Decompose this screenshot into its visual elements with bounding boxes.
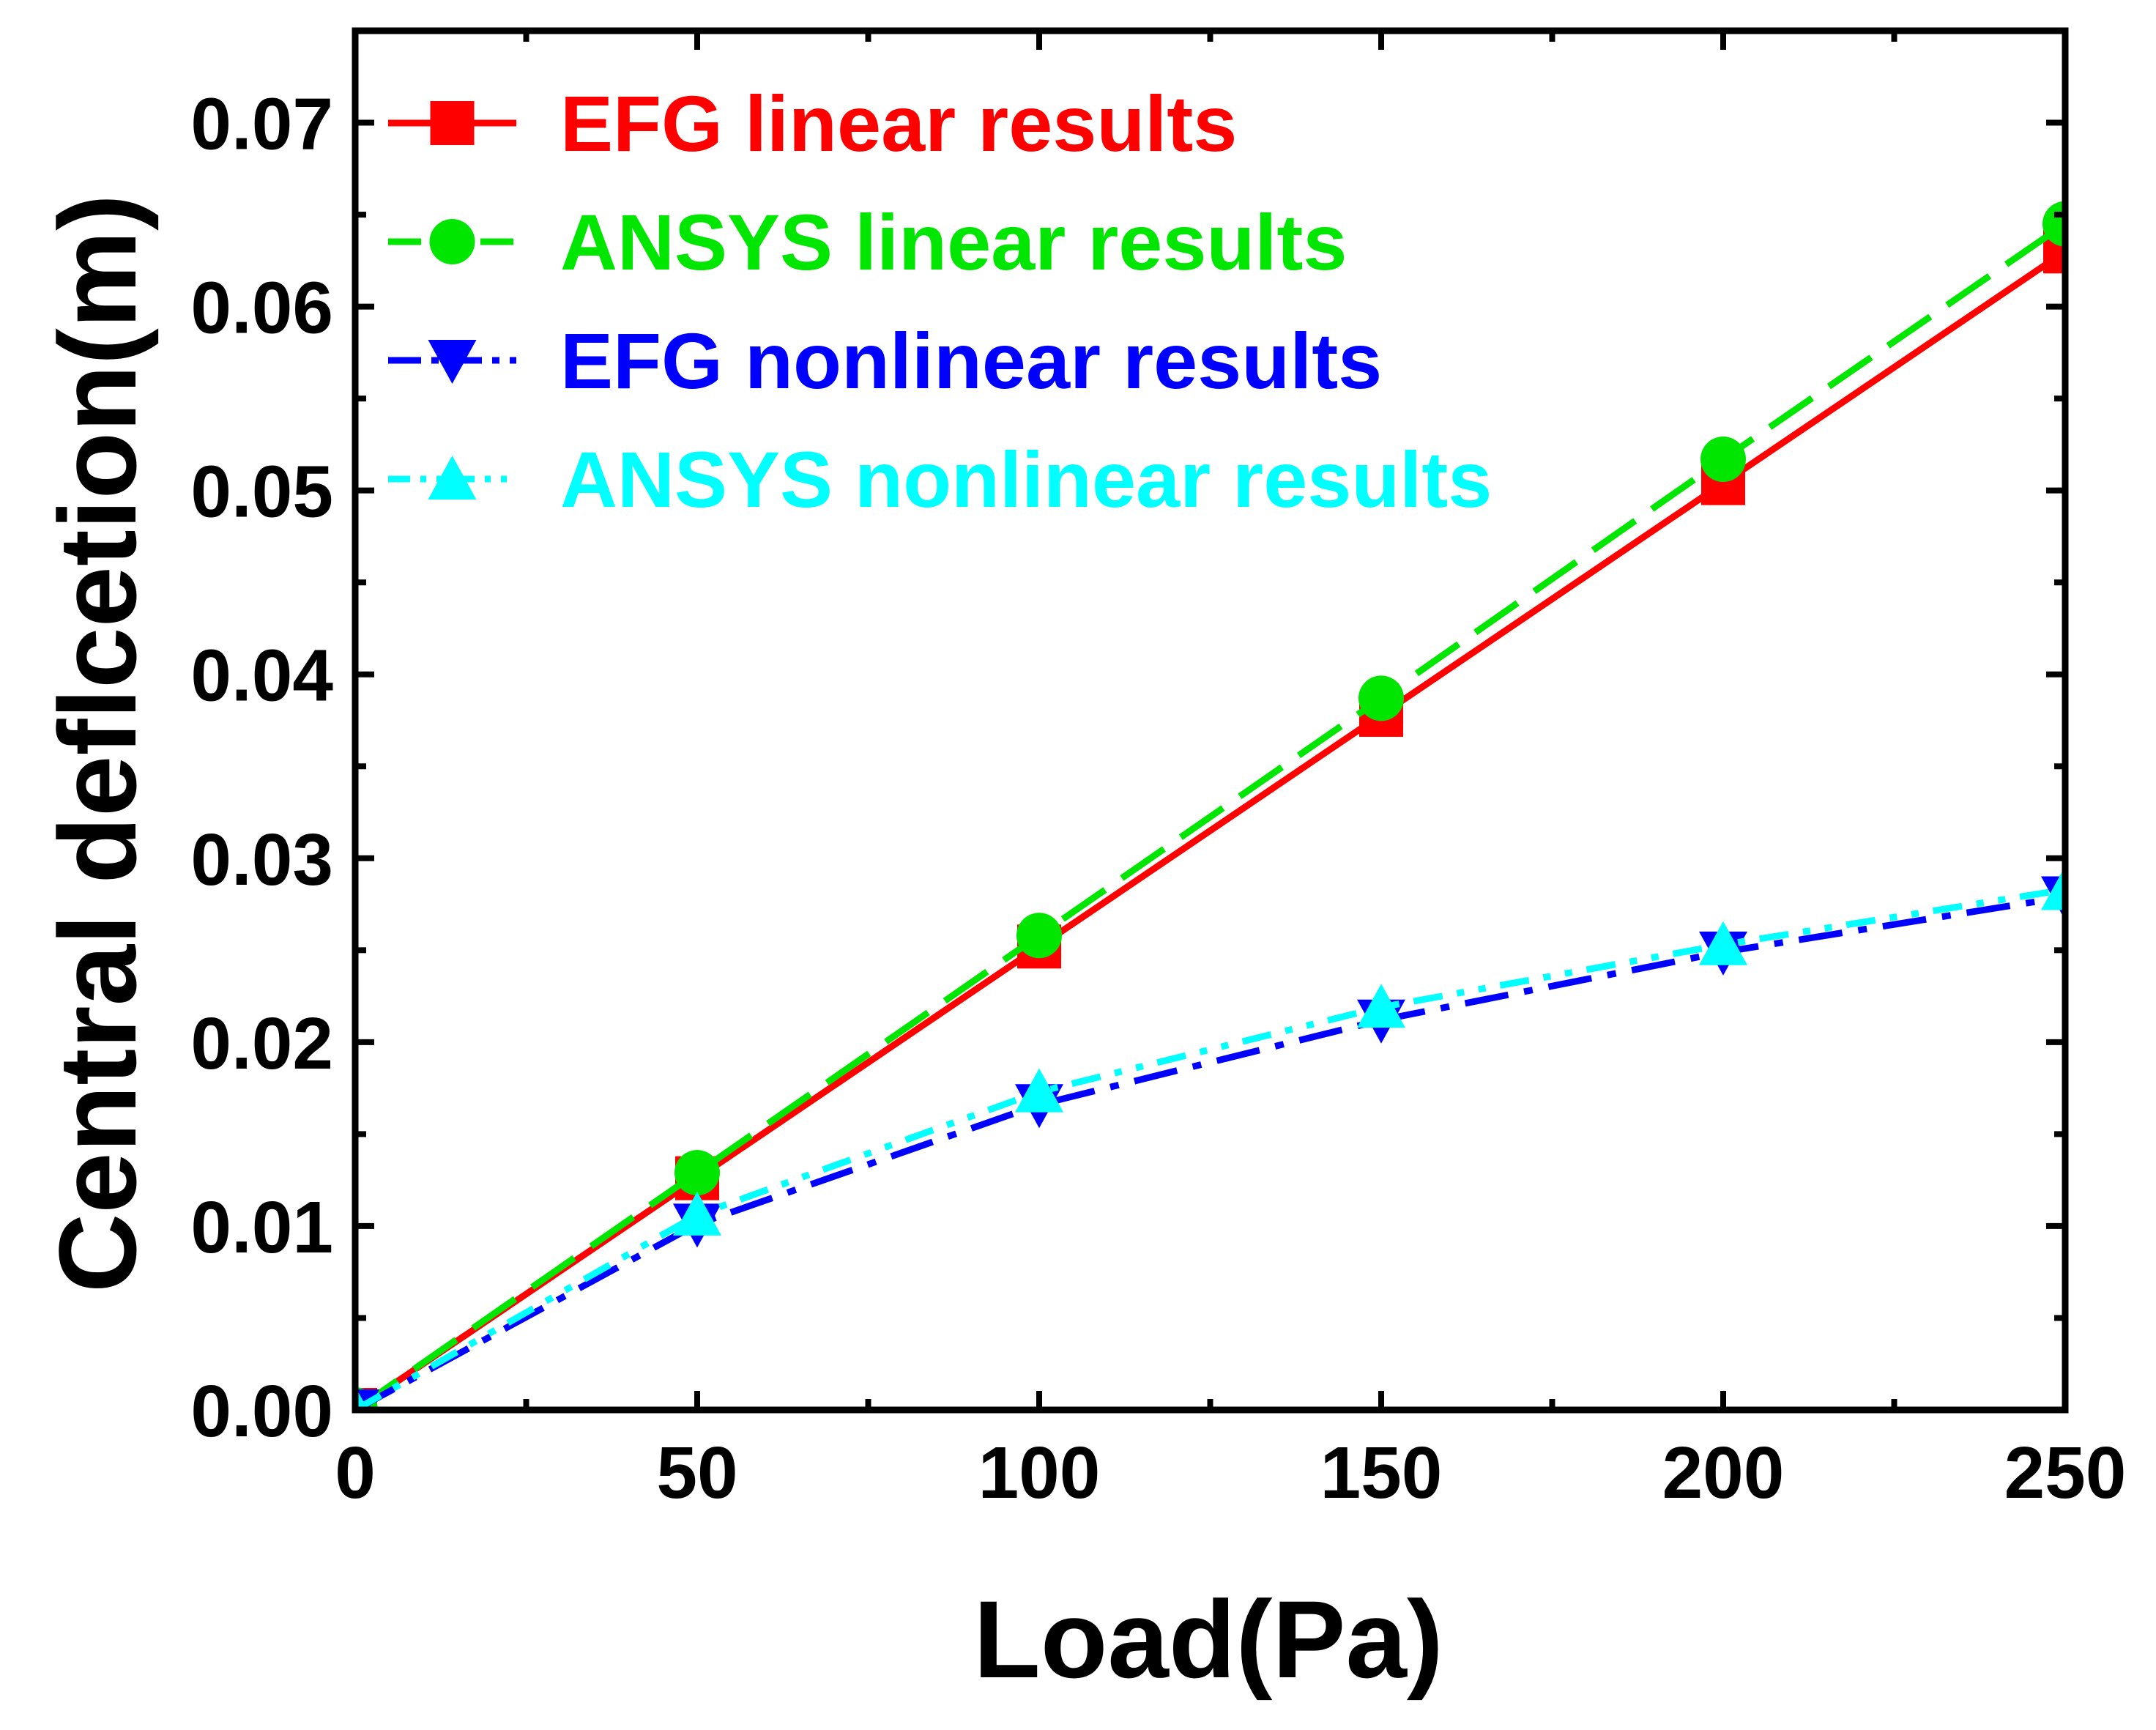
series-3 (355, 866, 2065, 1410)
legend-label: ANSYS linear results (560, 198, 1347, 286)
y-tick-label: 0.04 (190, 635, 333, 717)
data-point-1-3 (1358, 675, 1404, 721)
x-tick-label: 50 (656, 1432, 737, 1514)
y-tick-label: 0.05 (190, 451, 333, 533)
x-tick-label: 0 (335, 1432, 376, 1514)
data-point-3-5 (2041, 866, 2065, 910)
legend-swatch-marker (428, 456, 477, 500)
legend-swatch-marker (429, 219, 475, 264)
data-point-1-1 (674, 1150, 720, 1196)
series-line-3 (355, 886, 2065, 1410)
x-tick-label: 200 (1662, 1432, 1785, 1514)
series-line-1 (355, 220, 2065, 1410)
data-point-1-2 (1016, 913, 1062, 959)
y-tick-label: 0.07 (190, 83, 333, 166)
x-tick-label: 150 (1320, 1432, 1443, 1514)
y-tick-label: 0.00 (190, 1370, 333, 1452)
x-tick-label: 250 (2004, 1432, 2127, 1514)
y-tick-label: 0.06 (190, 267, 333, 349)
series-line-2 (355, 894, 2065, 1410)
legend-label: EFG nonlinear results (560, 316, 1382, 405)
series-2 (355, 876, 2065, 1410)
legend: EFG linear results ANSYS linear results EF… (388, 79, 1492, 524)
x-tick-label: 100 (978, 1432, 1101, 1514)
legend-item-0: EFG linear results (388, 79, 1237, 168)
data-point-1-4 (1700, 436, 1746, 482)
data-point-3-4 (1699, 921, 1747, 965)
data-point-3-2 (1015, 1068, 1063, 1113)
data-point-3-3 (1357, 984, 1405, 1028)
y-tick-label: 0.01 (190, 1187, 333, 1269)
legend-item-2: EFG nonlinear results (388, 316, 1382, 405)
series-1 (355, 201, 2065, 1410)
series-line-0 (355, 248, 2065, 1410)
legend-swatch-marker (430, 101, 475, 145)
series-layer (355, 201, 2065, 1410)
legend-item-3: ANSYS nonlinear results (388, 435, 1492, 524)
y-axis-title: Central deflcetion(m) (36, 194, 159, 1293)
axes-layer: 0 50 100 150 200 250 0.00 0.01 0.02 0.03 0.04 0.05 0… (190, 27, 2127, 1514)
y-tick-label: 0.02 (190, 1003, 333, 1085)
y-tick-label: 0.03 (190, 819, 333, 901)
legend-item-1: ANSYS linear results (388, 198, 1347, 286)
legend-swatch-marker (428, 340, 477, 384)
series-0 (355, 229, 2065, 1410)
x-axis-title: Load(Pa) (973, 1578, 1443, 1701)
data-point-3-1 (673, 1191, 721, 1236)
legend-label: ANSYS nonlinear results (560, 435, 1492, 524)
legend-label: EFG linear results (560, 79, 1237, 168)
